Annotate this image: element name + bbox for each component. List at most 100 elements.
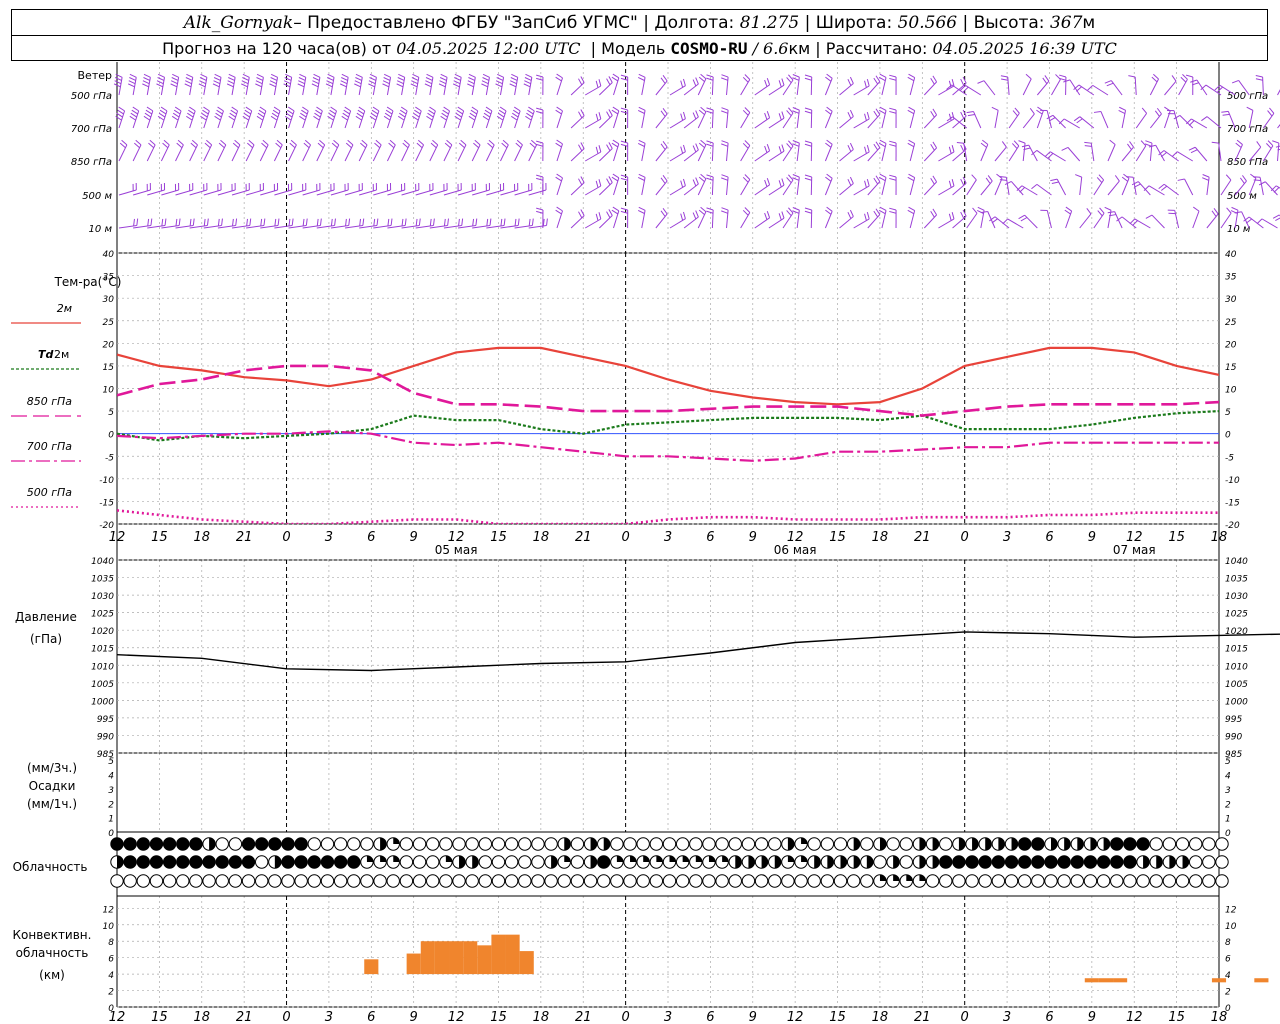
wind-barb-feather: [291, 218, 294, 226]
wind-barb-feather: [1051, 181, 1059, 184]
wind-barb-feather: [384, 73, 391, 78]
wind-barb-feather: [744, 174, 751, 180]
wind-barb-feather: [1118, 109, 1126, 114]
wind-barb-feather: [620, 77, 628, 81]
wind-barb-feather: [706, 207, 714, 211]
hour-tick-mid: 21: [236, 530, 253, 545]
wind-barb-feather: [385, 109, 393, 115]
wind-barb-feather: [1213, 208, 1219, 215]
wind-barb-feather: [804, 74, 812, 78]
wind-barb-feather: [1256, 141, 1262, 148]
wind-barb-feather: [241, 83, 248, 88]
wind-barb-feather: [221, 218, 223, 226]
wind-barb: [1134, 218, 1151, 229]
cloud-symbol: [268, 837, 282, 851]
wind-barb-feather: [1222, 113, 1230, 116]
wind-barb: [288, 144, 297, 162]
wind-barb-feather: [303, 142, 310, 149]
wind-barb-feather: [441, 112, 448, 118]
wind-barb: [570, 215, 585, 229]
wind-barb-feather: [263, 218, 266, 226]
wind-barb: [740, 145, 751, 162]
wind-barb-feather: [1075, 174, 1082, 178]
wind-barb-feather: [849, 76, 854, 84]
wind-barb-feather: [345, 142, 352, 149]
wind-barb: [514, 144, 523, 162]
cloud-symbol: [728, 837, 742, 851]
wind-barb-feather: [342, 112, 349, 118]
wind-barb-feather: [516, 139, 523, 146]
wind-barb-feather: [232, 142, 239, 149]
cloud-symbol-half: [1090, 837, 1097, 851]
wind-barb: [189, 189, 208, 196]
hour-tick-mid: 3: [1003, 530, 1011, 545]
wind-barb-feather: [274, 218, 277, 227]
wind-barb-feather: [1013, 140, 1020, 147]
temp-tick-right: 10: [1225, 386, 1237, 396]
wind-barb-feather: [1075, 86, 1082, 92]
temp-tick-right: -5: [1225, 453, 1234, 463]
wind-barb-feather: [328, 112, 335, 118]
wind-barb-feather: [662, 208, 668, 215]
wind-barb-feather: [255, 80, 263, 85]
wind-barb-feather: [692, 212, 697, 220]
wind-barb-feather: [721, 174, 729, 178]
cloud-symbol-quarter: [564, 855, 571, 862]
wind-barb-feather: [1145, 214, 1153, 219]
wind-barb-feather: [144, 112, 152, 118]
wind-barb-feather: [1226, 207, 1232, 214]
wind-barb-feather: [578, 78, 583, 86]
wind-barb: [938, 118, 955, 129]
wind-barb-feather: [330, 106, 337, 112]
wind-barb-feather: [700, 106, 707, 113]
cloud-symbol: [504, 855, 519, 869]
wind-barb-feather: [413, 112, 420, 118]
wind-barb-feather: [481, 83, 488, 88]
wind-barb-feather: [1059, 74, 1067, 78]
wind-barb: [853, 118, 870, 129]
wind-barb-feather: [319, 218, 322, 226]
wind-barb-feather: [1000, 75, 1008, 78]
wind-barb-feather: [706, 143, 714, 147]
wind-barb-feather: [275, 142, 282, 149]
wind-barb-feather: [298, 80, 305, 85]
wind-barb-feather: [133, 218, 135, 227]
hour-tick-bottom: 12: [109, 1010, 126, 1024]
wind-barb: [1264, 181, 1278, 196]
pressure-tick-left: 1040: [91, 557, 114, 567]
wind-barb-feather: [1246, 106, 1254, 111]
wind-barb-feather: [355, 73, 363, 78]
wind-barb: [782, 145, 794, 162]
wind-barb-feather: [875, 75, 881, 82]
hour-tick-mid: 18: [1211, 530, 1228, 545]
wind-barb-feather: [606, 178, 611, 185]
wind-barb-feather: [1073, 84, 1080, 90]
wind-barb-feather: [907, 142, 915, 148]
wind-barb: [1277, 89, 1280, 96]
wind-barb-feather: [1272, 140, 1280, 144]
wind-barb: [994, 110, 999, 129]
wind-barb: [528, 189, 547, 196]
wind-barb-feather: [471, 106, 479, 112]
wind-barb-feather: [786, 210, 792, 217]
cloud-symbol: [320, 837, 335, 851]
hour-tick-bottom: 21: [575, 1010, 592, 1024]
wind-barb-feather: [792, 174, 800, 178]
wind-barb: [1205, 84, 1222, 96]
wind-barb: [923, 214, 937, 229]
wind-barb-feather: [1242, 175, 1247, 182]
wind-barb-feather: [662, 175, 668, 182]
wind-barb-feather: [766, 178, 771, 185]
hour-tick-mid: 6: [706, 530, 714, 545]
wind-barb-feather: [216, 109, 223, 115]
cloud-symbol: [728, 874, 742, 888]
wind-barb-feather: [1093, 110, 1101, 113]
wind-barb: [175, 189, 193, 196]
wind-barb-feather: [201, 112, 208, 118]
wind-barb-feather: [286, 109, 294, 115]
wind-barb-feather: [115, 73, 123, 78]
cloud-symbol: [399, 855, 414, 869]
cloud-symbol: [1017, 837, 1032, 851]
cloud-symbol: [294, 855, 308, 869]
wind-barb: [599, 115, 613, 129]
